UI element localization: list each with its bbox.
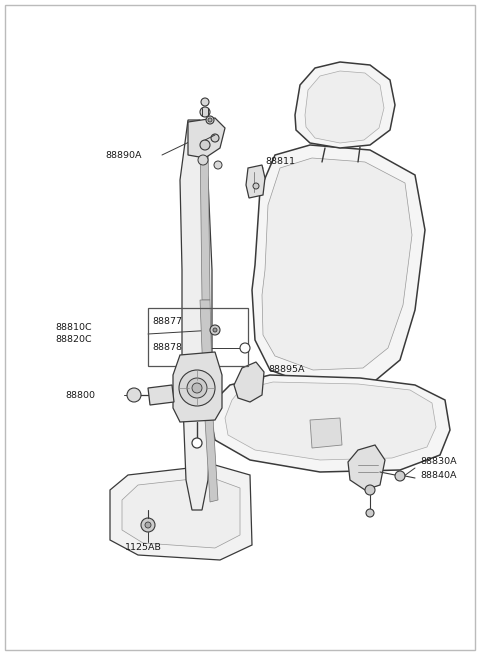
Circle shape: [145, 522, 151, 528]
Circle shape: [208, 118, 212, 122]
Polygon shape: [234, 362, 264, 402]
Text: 88810C: 88810C: [55, 324, 92, 333]
Polygon shape: [200, 300, 212, 375]
Bar: [148, 308, 248, 366]
Circle shape: [210, 325, 220, 335]
Circle shape: [192, 438, 202, 448]
Polygon shape: [295, 62, 395, 148]
Circle shape: [198, 155, 208, 165]
Polygon shape: [246, 165, 265, 198]
Polygon shape: [262, 158, 412, 370]
Text: 88820C: 88820C: [55, 335, 92, 345]
Circle shape: [200, 140, 210, 150]
Text: 88890A: 88890A: [105, 151, 142, 160]
Circle shape: [206, 116, 214, 124]
Circle shape: [127, 388, 141, 402]
Polygon shape: [188, 118, 225, 158]
Polygon shape: [225, 382, 436, 460]
Polygon shape: [110, 465, 252, 560]
Polygon shape: [180, 120, 212, 510]
Text: 88811: 88811: [265, 157, 295, 166]
Polygon shape: [173, 352, 222, 422]
Text: 88878: 88878: [152, 343, 182, 352]
Circle shape: [253, 183, 259, 189]
Polygon shape: [148, 385, 174, 405]
Polygon shape: [348, 445, 385, 490]
Circle shape: [141, 518, 155, 532]
Circle shape: [187, 378, 207, 398]
Polygon shape: [310, 418, 342, 448]
Text: 88830A: 88830A: [420, 457, 456, 466]
Circle shape: [179, 370, 215, 406]
Circle shape: [201, 98, 209, 106]
Polygon shape: [200, 140, 210, 300]
Circle shape: [365, 485, 375, 495]
Circle shape: [366, 509, 374, 517]
Text: 88877: 88877: [152, 318, 182, 326]
Polygon shape: [252, 145, 425, 385]
Circle shape: [213, 328, 217, 332]
Text: 88800: 88800: [65, 390, 95, 400]
Circle shape: [214, 161, 222, 169]
Circle shape: [395, 471, 405, 481]
Text: 88840A: 88840A: [420, 470, 456, 479]
Polygon shape: [202, 368, 218, 502]
Circle shape: [240, 343, 250, 353]
Polygon shape: [122, 477, 240, 548]
Polygon shape: [210, 375, 450, 472]
Circle shape: [192, 383, 202, 393]
Text: 88895A: 88895A: [268, 365, 304, 375]
Circle shape: [211, 134, 219, 142]
Circle shape: [200, 107, 210, 117]
Polygon shape: [305, 71, 384, 143]
Text: 1125AB: 1125AB: [125, 544, 162, 553]
